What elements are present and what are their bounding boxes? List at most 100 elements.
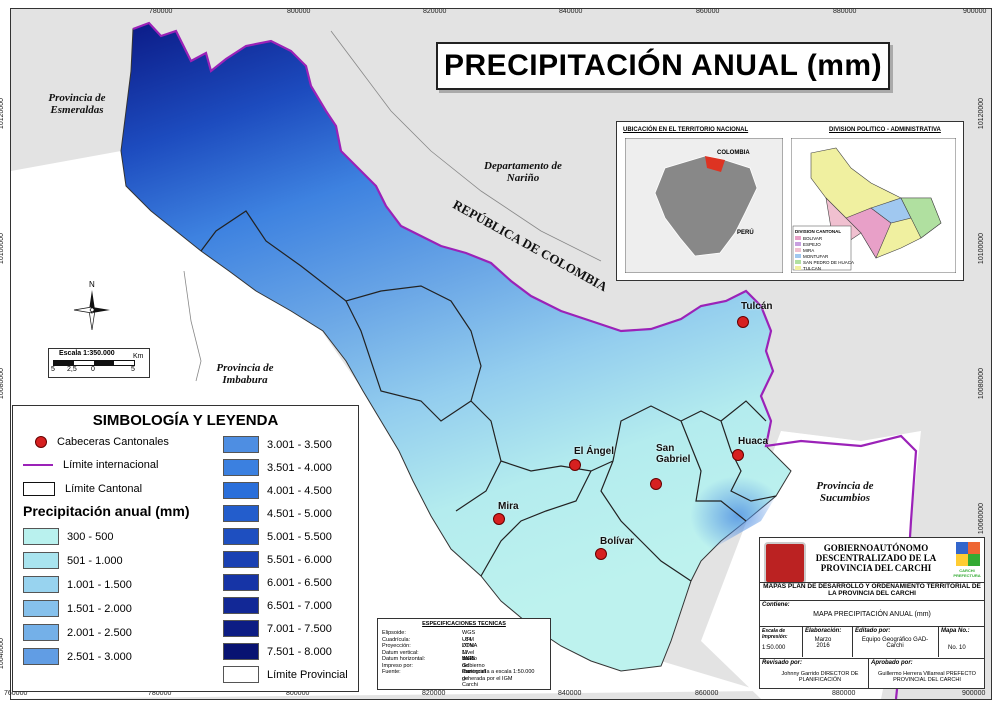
coord-bottom-5: 840000 <box>558 690 582 697</box>
scale-tick-2: 2,5 <box>67 366 77 373</box>
coord-bottom-2: 780000 <box>148 690 172 697</box>
legend-class-label: 7.001 - 7.500 <box>267 622 332 635</box>
canton-header: DIVISION CANTONAL <box>795 229 841 234</box>
legend-swatch <box>23 600 59 617</box>
coord-top-4: 840000 <box>559 8 583 15</box>
legend-class-label: 5.001 - 5.500 <box>267 530 332 543</box>
legend-class-label: 6.501 - 7.000 <box>267 599 332 612</box>
legend-swatch <box>223 482 259 499</box>
coord-top-3: 820000 <box>423 8 447 15</box>
coord-right-1: 10120000 <box>978 97 986 130</box>
coord-top-6: 880000 <box>833 8 857 15</box>
legend-swatch <box>223 643 259 660</box>
revisado-label: Revisado por: <box>762 660 803 666</box>
canton-item: MIRA <box>803 248 814 253</box>
legend-swatch <box>223 551 259 568</box>
canton-item: MONTUFAR <box>803 254 829 259</box>
coord-left-2: 10100000 <box>0 232 6 265</box>
canton-item: SAN PEDRO DE HUACA <box>803 260 854 265</box>
intl-line-icon <box>23 464 53 466</box>
city-bolivar: Bolívar <box>600 536 634 547</box>
legend-swatch <box>23 528 59 545</box>
city-marker-el-angel[interactable] <box>569 459 581 471</box>
legend-swatch <box>223 505 259 522</box>
legend-swatch <box>223 597 259 614</box>
spec-value: WGS <box>462 656 476 662</box>
canton-item: ESPEJO <box>803 242 821 247</box>
inset-maps-panel: UBICACIÓN EN EL TERRITORIO NACIONAL DIVI… <box>616 121 964 281</box>
inset-left-title: UBICACIÓN EN EL TERRITORIO NACIONAL <box>623 127 749 133</box>
legend-swatch <box>23 624 59 641</box>
spec-value: UTM <box>462 643 474 649</box>
coord-top-5: 860000 <box>696 8 720 15</box>
city-marker-huaca[interactable] <box>732 449 744 461</box>
legend-swatch <box>23 648 59 665</box>
escala-label: Escala de Impresión: <box>762 628 788 640</box>
inset-colombia-label: COLOMBIA <box>717 150 750 156</box>
ecuador-inset-map[interactable]: COLOMBIA PERÚ <box>625 138 783 273</box>
carchi-logo-icon <box>956 542 980 566</box>
revisado-value: Johnny Garrido DIRECTOR DE PLANIFICACIÓN <box>781 671 859 683</box>
canton-inset-map[interactable]: DIVISION CANTONAL BOLIVAR ESPEJO MIRA MO… <box>791 138 956 273</box>
legend-swatch <box>223 459 259 476</box>
city-marker-icon <box>35 436 47 448</box>
legend-swatch <box>223 620 259 637</box>
city-marker-mira[interactable] <box>493 513 505 525</box>
mapa-value: No. 10 <box>948 645 966 651</box>
aprobado-value: Guillermo Herrera Villarreal PREFECTO PR… <box>878 671 976 683</box>
city-marker-bolivar[interactable] <box>595 548 607 560</box>
spec-title: ESPECIFICACIONES TECNICAS <box>422 621 506 627</box>
spec-key: Fuente <box>382 669 400 675</box>
city-mira: Mira <box>498 501 519 512</box>
legend-class-label: 6.001 - 6.500 <box>267 576 332 589</box>
north-arrow-icon: N <box>73 280 110 331</box>
legend-swatch <box>223 436 259 453</box>
coord-bottom-7: 880000 <box>832 690 856 697</box>
spec-value: WGS - 84 <box>462 630 476 643</box>
gov-name: GOBIERNOAUTÓNOMO DESCENTRALIZADO DE LA P… <box>815 543 937 573</box>
coord-bottom-1: 760000 <box>4 690 28 697</box>
canton-boundaries <box>200 210 777 582</box>
coord-right-4: 10060000 <box>978 502 986 535</box>
editado-label: Editado por: <box>855 628 891 634</box>
editado-value: Equipo Geográfico GAD-Carchi <box>861 637 929 649</box>
label-imbabura: Provincia de Imbabura <box>216 362 274 386</box>
coord-top-1: 780000 <box>149 8 173 15</box>
international-boundary[interactable] <box>132 21 918 699</box>
north-label: N <box>89 280 95 289</box>
canton-box-icon <box>23 482 55 496</box>
legend-class-label: 4.001 - 4.500 <box>267 484 332 497</box>
legend-class-label: 2.501 - 3.000 <box>67 650 132 663</box>
legend-class-label: 7.501 - 8.000 <box>267 645 332 658</box>
legend-swatch <box>23 552 59 569</box>
label-sucumbios: Provincia de Sucumbios <box>816 480 874 504</box>
coord-right-2: 10100000 <box>978 232 986 265</box>
city-marker-san-gabriel[interactable] <box>650 478 662 490</box>
legend-title: SIMBOLOGÍA Y LEYENDA <box>92 412 279 429</box>
city-marker-tulcan[interactable] <box>737 316 749 328</box>
mapa-label: Mapa No.: <box>941 628 970 634</box>
coord-top-7: 900000 <box>963 8 987 15</box>
inset-peru-label: PERÚ <box>737 229 754 236</box>
canton-item: BOLIVAR <box>803 236 823 241</box>
spec-key: Datum horizontal <box>382 656 424 662</box>
spec-key: Datum vertical <box>382 649 418 656</box>
neighbor-border <box>183 30 602 382</box>
legend-class-label: 1.001 - 1.500 <box>67 578 132 591</box>
label-narino: Departamento de Nariño <box>484 160 562 184</box>
map-title: PRECIPITACIÓN ANUAL (mm) <box>443 49 883 82</box>
east-wet-zone <box>601 401 791 561</box>
legend-swatch <box>223 528 259 545</box>
legend-class-label: 3.001 - 3.500 <box>267 438 332 451</box>
coord-bottom-8: 900000 <box>962 690 986 697</box>
spec-value: Gobierno Provincial del Carchi <box>462 662 486 689</box>
legend-class-label: 3.501 - 4.000 <box>267 461 332 474</box>
coord-bottom-6: 860000 <box>695 690 719 697</box>
coord-bottom-3: 800000 <box>286 690 310 697</box>
carchi-logo-text: CARCHI PREFECTURA <box>953 568 981 578</box>
spec-key: Cuadrícula <box>382 636 409 643</box>
city-el-angel: El Ángel <box>574 446 615 457</box>
coord-left-4: 10040000 <box>0 637 6 670</box>
label-esmeraldas: Provincia de Esmeraldas <box>48 92 106 116</box>
coord-bottom-4: 820000 <box>422 690 446 697</box>
